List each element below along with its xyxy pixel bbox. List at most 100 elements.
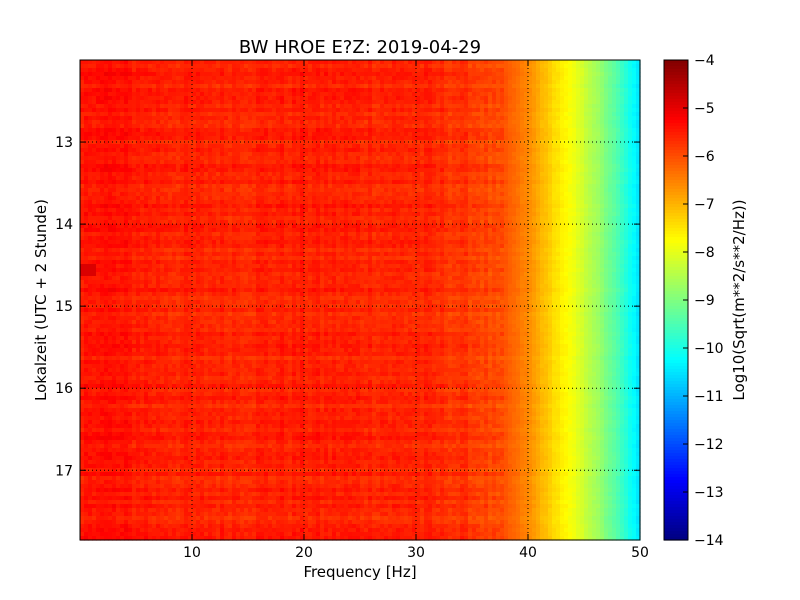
heatmap-cell	[236, 120, 241, 125]
heatmap-cell	[156, 88, 161, 93]
heatmap-cell	[572, 96, 577, 101]
heatmap-cell	[548, 164, 553, 169]
heatmap-cell	[476, 88, 481, 93]
heatmap-cell	[484, 140, 489, 145]
heatmap-cell	[320, 196, 325, 201]
heatmap-cell	[264, 92, 269, 97]
heatmap-cell	[572, 92, 577, 97]
heatmap-cell	[340, 80, 345, 85]
heatmap-cell	[344, 200, 349, 205]
heatmap-cell	[584, 184, 589, 189]
heatmap-cell	[92, 196, 97, 201]
heatmap-cell	[128, 104, 133, 109]
heatmap-cell	[396, 168, 401, 173]
heatmap-cell	[128, 64, 133, 69]
heatmap-cell	[584, 108, 589, 113]
heatmap-cell	[108, 108, 113, 113]
heatmap-cell	[380, 160, 385, 165]
heatmap-cell	[560, 120, 565, 125]
heatmap-cell	[100, 148, 105, 153]
heatmap-cell	[388, 128, 393, 133]
heatmap-cell	[368, 100, 373, 105]
heatmap-cell	[228, 160, 233, 165]
heatmap-cell	[336, 176, 341, 181]
heatmap-cell	[604, 120, 609, 125]
heatmap-cell	[412, 200, 417, 205]
heatmap-cell	[328, 196, 333, 201]
heatmap-cell	[596, 100, 601, 105]
heatmap-cell	[588, 128, 593, 133]
heatmap-cell	[196, 92, 201, 97]
heatmap-cell	[632, 88, 637, 93]
heatmap-cell	[368, 164, 373, 169]
heatmap-cell	[216, 100, 221, 105]
heatmap-cell	[588, 144, 593, 149]
heatmap-cell	[512, 88, 517, 93]
heatmap-cell	[88, 168, 93, 173]
heatmap-cell	[160, 124, 165, 129]
heatmap-cell	[576, 128, 581, 133]
heatmap-cell	[292, 172, 297, 177]
heatmap-cell	[312, 200, 317, 205]
heatmap-cell	[220, 116, 225, 121]
heatmap-cell	[588, 192, 593, 197]
heatmap-cell	[500, 184, 505, 189]
heatmap-cell	[172, 68, 177, 73]
heatmap-cell	[636, 164, 641, 169]
heatmap-cell	[356, 188, 361, 193]
heatmap-cell	[464, 104, 469, 109]
heatmap-cell	[408, 188, 413, 193]
heatmap-cell	[232, 152, 237, 157]
heatmap-cell	[380, 140, 385, 145]
heatmap-cell	[588, 88, 593, 93]
heatmap-cell	[152, 64, 157, 69]
heatmap-cell	[308, 188, 313, 193]
heatmap-cell	[392, 192, 397, 197]
heatmap-cell	[416, 92, 421, 97]
heatmap-cell	[528, 136, 533, 141]
heatmap-cell	[624, 156, 629, 161]
heatmap-cell	[196, 192, 201, 197]
heatmap-cell	[184, 84, 189, 89]
heatmap-cell	[224, 144, 229, 149]
heatmap-cell	[608, 164, 613, 169]
heatmap-cell	[532, 92, 537, 97]
heatmap-cell	[280, 180, 285, 185]
heatmap-cell	[228, 120, 233, 125]
heatmap-cell	[228, 96, 233, 101]
heatmap-cell	[248, 136, 253, 141]
heatmap-cell	[484, 84, 489, 89]
heatmap-cell	[348, 180, 353, 185]
heatmap-cell	[532, 136, 537, 141]
heatmap-cell	[452, 196, 457, 201]
heatmap-cell	[228, 180, 233, 185]
heatmap-cell	[496, 84, 501, 89]
heatmap-cell	[332, 188, 337, 193]
heatmap-cell	[304, 112, 309, 117]
heatmap-cell	[596, 192, 601, 197]
heatmap-cell	[540, 168, 545, 173]
heatmap-cell	[492, 80, 497, 85]
heatmap-cell	[452, 116, 457, 121]
heatmap-cell	[308, 120, 313, 125]
heatmap-cell	[132, 168, 137, 173]
heatmap-cell	[252, 184, 257, 189]
heatmap-cell	[292, 184, 297, 189]
heatmap-cell	[516, 136, 521, 141]
heatmap-cell	[208, 76, 213, 81]
heatmap-cell	[128, 144, 133, 149]
heatmap-cell	[128, 80, 133, 85]
heatmap-cell	[380, 68, 385, 73]
heatmap-cell	[432, 100, 437, 105]
heatmap-cell	[636, 136, 641, 141]
heatmap-cell	[608, 108, 613, 113]
heatmap-cell	[636, 64, 641, 69]
heatmap-cell	[412, 172, 417, 177]
heatmap-cell	[184, 80, 189, 85]
heatmap-cell	[116, 192, 121, 197]
heatmap-cell	[556, 148, 561, 153]
heatmap-cell	[84, 60, 89, 65]
heatmap-cell	[188, 172, 193, 177]
heatmap-cell	[552, 100, 557, 105]
heatmap-cell	[400, 88, 405, 93]
